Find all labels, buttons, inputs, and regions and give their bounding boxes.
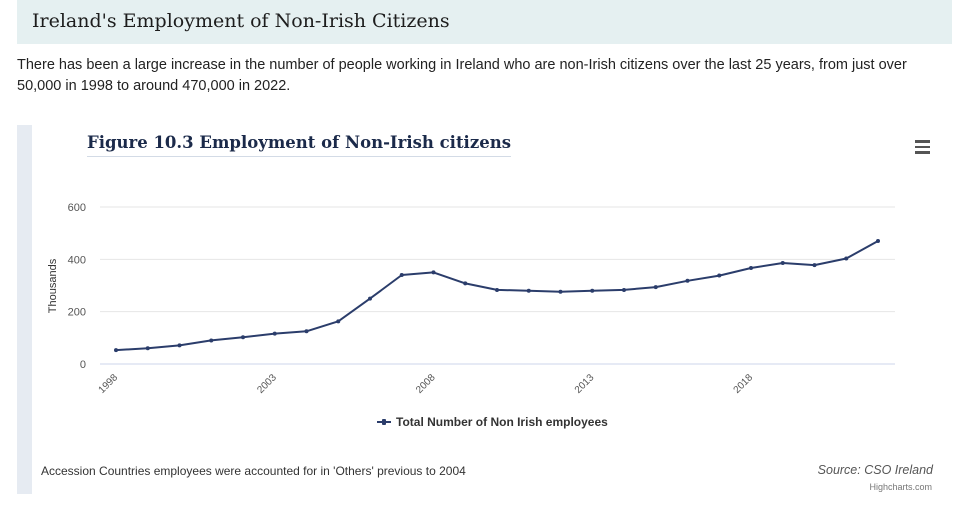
data-point[interactable] (717, 273, 722, 278)
y-tick-label: 200 (68, 307, 86, 319)
data-point[interactable] (622, 287, 626, 292)
y-axis-ticks: 0 200 400 600 (68, 202, 86, 371)
legend-label: Total Number of Non Irish employees (396, 415, 608, 429)
y-tick-label: 0 (80, 359, 86, 371)
series-line (115, 240, 879, 352)
data-point[interactable] (812, 263, 817, 268)
x-tick-label: 2013 (573, 372, 597, 396)
data-point[interactable] (114, 348, 118, 353)
hamburger-menu-icon (914, 140, 930, 143)
data-point[interactable] (463, 281, 468, 286)
data-point[interactable] (685, 278, 690, 283)
y-tick-label: 400 (68, 254, 86, 266)
x-tick-label: 1998 (97, 372, 121, 396)
data-point[interactable] (209, 338, 214, 343)
x-tick-label: 2008 (414, 372, 438, 396)
chart-container: Figure 10.3 Employment of Non-Irish citi… (17, 125, 952, 494)
data-point[interactable] (177, 343, 182, 348)
chart-title: Figure 10.3 Employment of Non-Irish citi… (87, 133, 511, 157)
data-point[interactable] (495, 287, 499, 292)
data-point[interactable] (368, 296, 372, 301)
data-point[interactable] (336, 319, 341, 324)
data-point[interactable] (526, 288, 531, 293)
hamburger-menu-icon-bar (914, 151, 930, 154)
page-header: Ireland's Employment of Non-Irish Citize… (17, 0, 952, 44)
data-point[interactable] (844, 256, 849, 261)
gridlines (100, 206, 895, 365)
chart-menu-button[interactable] (910, 137, 934, 157)
data-point[interactable] (399, 273, 404, 278)
x-axis-ticks: 1998 2003 2008 2013 2018 (97, 372, 756, 396)
data-point[interactable] (876, 239, 880, 244)
x-tick-label: 2018 (732, 372, 756, 396)
y-axis-label: Thousands (47, 258, 59, 313)
data-point[interactable] (241, 335, 245, 340)
data-point[interactable] (749, 265, 753, 270)
chart-accent-bar (17, 125, 32, 494)
data-point[interactable] (304, 329, 309, 334)
chart-source: Source: CSO Ireland (817, 463, 933, 477)
series-group (114, 239, 880, 353)
data-point[interactable] (145, 346, 150, 351)
y-tick-label: 600 (68, 202, 86, 214)
legend-line-marker-icon (377, 419, 391, 425)
intro-paragraph: There has been a large increase in the n… (17, 57, 907, 94)
data-point[interactable] (558, 289, 563, 294)
data-point[interactable] (272, 331, 277, 336)
x-tick-label: 2003 (255, 372, 279, 396)
data-point[interactable] (780, 260, 785, 265)
data-point[interactable] (431, 270, 436, 275)
hamburger-menu-icon-bar (914, 145, 930, 148)
data-point[interactable] (653, 285, 658, 290)
highcharts-credit-link[interactable]: Highcharts.com (869, 482, 932, 492)
page-title: Ireland's Employment of Non-Irish Citize… (32, 10, 450, 32)
data-point[interactable] (590, 288, 595, 293)
chart-caption: Accession Countries employees were accou… (41, 464, 466, 478)
legend-item[interactable]: Total Number of Non Irish employees (377, 415, 608, 429)
